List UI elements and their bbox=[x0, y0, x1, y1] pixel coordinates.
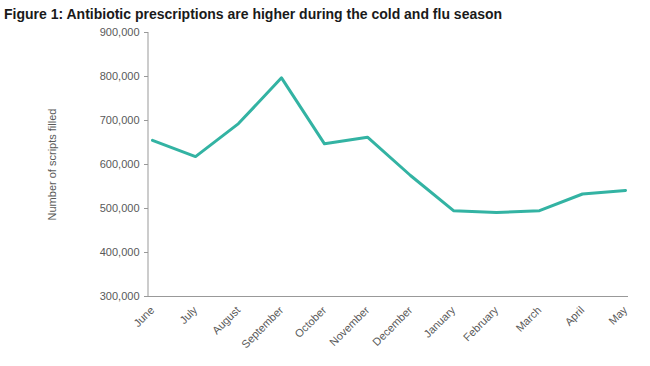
svg-text:500,000: 500,000 bbox=[100, 202, 140, 214]
svg-text:February: February bbox=[461, 303, 501, 343]
svg-text:March: March bbox=[513, 304, 543, 334]
svg-text:October: October bbox=[292, 304, 328, 340]
svg-text:700,000: 700,000 bbox=[100, 114, 140, 126]
svg-text:800,000: 800,000 bbox=[100, 70, 140, 82]
svg-text:September: September bbox=[239, 304, 286, 351]
html-text:Figure 1: Antibiotic prescript: Figure 1: Antibiotic prescriptions are h… bbox=[4, 6, 503, 22]
svg-text:600,000: 600,000 bbox=[100, 158, 140, 170]
svg-text:May: May bbox=[606, 303, 630, 327]
svg-text:900,000: 900,000 bbox=[100, 26, 140, 38]
svg-text:November: November bbox=[327, 304, 372, 349]
svg-text:June: June bbox=[131, 304, 156, 329]
svg-text:December: December bbox=[370, 304, 415, 349]
svg-text:400,000: 400,000 bbox=[100, 246, 140, 258]
svg-text:April: April bbox=[562, 304, 586, 328]
svg-text:August: August bbox=[210, 304, 243, 337]
svg-text:January: January bbox=[421, 303, 458, 340]
svg-text:Number of scripts filled: Number of scripts filled bbox=[46, 109, 58, 221]
svg-text:July: July bbox=[177, 303, 200, 326]
svg-text:300,000: 300,000 bbox=[100, 290, 140, 302]
